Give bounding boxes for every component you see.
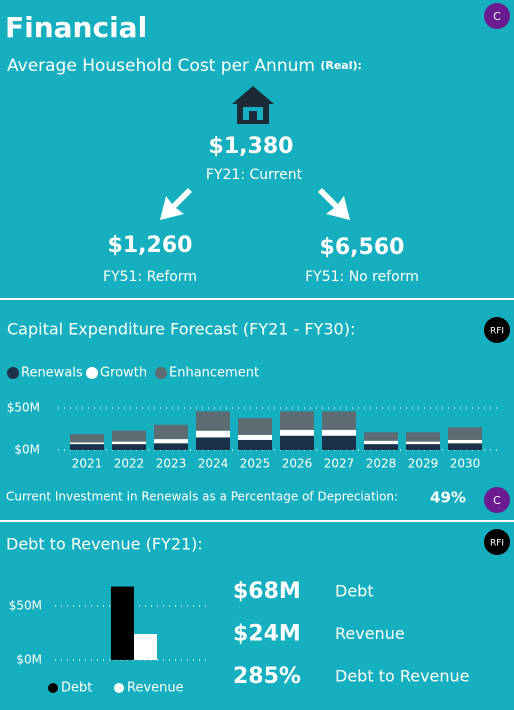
legend-marker	[7, 367, 19, 379]
cost-label: FY51: Reform	[103, 269, 197, 285]
kpi-label: Debt	[335, 582, 374, 601]
bar	[134, 634, 157, 660]
x-tick-label: 2026	[282, 457, 313, 471]
heading: Average Household Cost per Annum	[7, 56, 315, 76]
badge-label[interactable]: C	[493, 10, 501, 23]
bar-segment	[322, 429, 356, 436]
x-tick-label: 2029	[408, 457, 439, 471]
badge[interactable]	[484, 529, 510, 555]
x-tick-label: 2027	[324, 457, 355, 471]
bar-segment	[280, 411, 314, 430]
bar-segment	[196, 411, 230, 431]
legend-marker	[114, 683, 124, 693]
bar	[111, 586, 134, 660]
x-tick-label: 2025	[240, 457, 271, 471]
badge[interactable]	[484, 3, 510, 29]
legend-marker	[155, 367, 167, 379]
legend-label: Growth	[100, 366, 147, 381]
arrow-icon	[318, 188, 350, 220]
x-tick-label: 2028	[366, 457, 397, 471]
badge[interactable]	[484, 487, 510, 513]
arrow-icon	[160, 188, 192, 220]
badge-label[interactable]: RFI	[490, 539, 504, 549]
badge-label[interactable]: C	[493, 494, 501, 507]
kpi-value: $68M	[233, 579, 301, 604]
legend-label: Debt	[61, 681, 92, 696]
bar-segment	[448, 443, 482, 450]
kpi-value: 285%	[233, 664, 301, 689]
x-tick-label: 2022	[114, 457, 145, 471]
bar-segment	[112, 444, 146, 450]
x-tick-label: 2024	[198, 457, 229, 471]
bar-segment	[364, 440, 398, 445]
bar-segment	[238, 434, 272, 440]
cost-value: $1,380	[209, 134, 294, 159]
bar-segment	[448, 427, 482, 440]
bar-segment	[196, 430, 230, 438]
bar-segment	[70, 442, 104, 445]
legend-marker	[86, 367, 98, 379]
x-tick-label: 2023	[156, 457, 187, 471]
bar-segment	[364, 432, 398, 441]
cost-label: FY51: No reform	[305, 269, 419, 285]
bar-segment	[406, 441, 440, 445]
bar-segment	[196, 437, 230, 450]
cost-label: FY21: Current	[206, 167, 303, 183]
legend-marker	[48, 683, 58, 693]
x-tick-label: 2021	[72, 457, 103, 471]
y-tick-label: $50M	[7, 401, 40, 415]
house-icon	[232, 86, 274, 124]
y-tick-label: $0M	[14, 443, 40, 457]
bar-segment	[154, 424, 188, 440]
bar-segment	[70, 444, 104, 450]
badge[interactable]	[484, 317, 510, 343]
kpi-value: $24M	[233, 622, 301, 647]
bar-segment	[112, 441, 146, 445]
kpi-label: Revenue	[335, 624, 405, 643]
badge-label[interactable]: RFI	[490, 327, 504, 337]
bar-segment	[70, 434, 104, 443]
bar-segment	[280, 435, 314, 450]
legend-label: Renewals	[21, 366, 83, 381]
legend-label: Revenue	[127, 681, 184, 696]
bar-segment	[154, 439, 188, 444]
bar-segment	[364, 444, 398, 450]
bar-segment	[280, 429, 314, 436]
bar-segment	[448, 439, 482, 444]
x-tick-label: 2030	[450, 457, 481, 471]
bar-segment	[322, 411, 356, 430]
metric-value: 49%	[430, 489, 466, 507]
bar-segment	[322, 435, 356, 450]
bar-segment	[154, 443, 188, 450]
bar-segment	[112, 430, 146, 442]
y-tick-label: $50M	[9, 599, 42, 613]
section-title: Capital Expenditure Forecast (FY21 - FY3…	[7, 320, 355, 339]
y-tick-label: $0M	[16, 653, 42, 667]
section-title: Debt to Revenue (FY21):	[6, 535, 203, 554]
cost-value: $1,260	[108, 233, 193, 258]
legend-label: Enhancement	[169, 366, 259, 381]
section-title: Average Household Cost per Annum (Real):	[7, 56, 362, 76]
page-title: Financial	[5, 11, 147, 44]
bar-segment	[238, 439, 272, 450]
heading-note: (Real):	[320, 59, 362, 72]
kpi-label: Debt to Revenue	[335, 667, 470, 686]
cost-value: $6,560	[320, 235, 405, 260]
metric-label: Current Investment in Renewals as a Perc…	[6, 490, 398, 504]
bar-segment	[406, 444, 440, 450]
bar-segment	[238, 418, 272, 435]
bar-segment	[406, 432, 440, 442]
